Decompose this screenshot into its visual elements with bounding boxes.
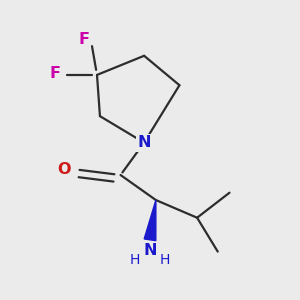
Text: F: F — [79, 32, 90, 47]
Text: H: H — [130, 253, 140, 267]
Polygon shape — [144, 200, 156, 241]
Text: N: N — [137, 135, 151, 150]
Text: N: N — [143, 243, 157, 258]
Text: H: H — [160, 253, 170, 267]
Text: F: F — [49, 66, 60, 81]
Text: O: O — [57, 162, 70, 177]
